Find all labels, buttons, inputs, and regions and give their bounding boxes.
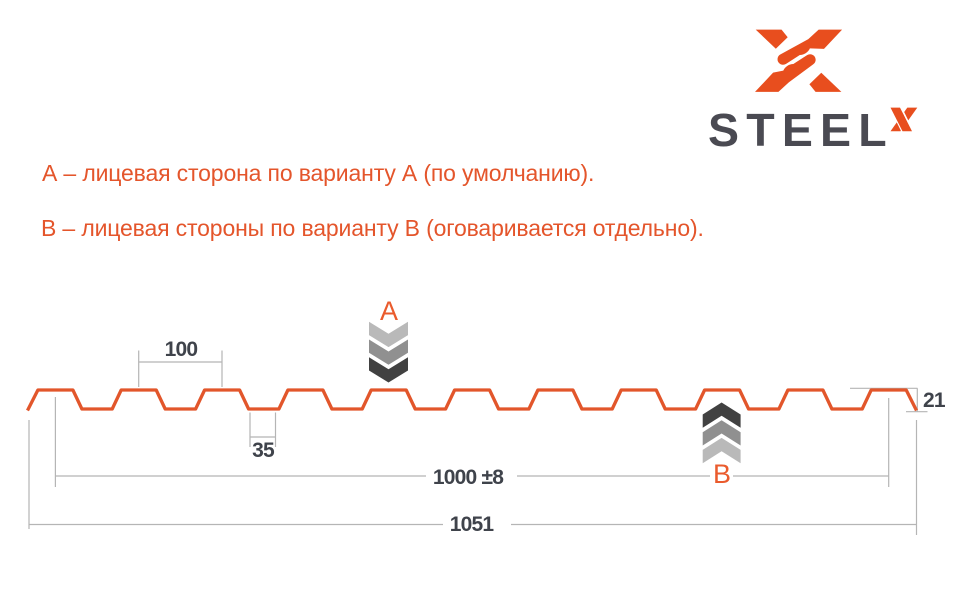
svg-text:В: В [713,459,731,489]
svg-text:35: 35 [252,439,275,462]
svg-text:100: 100 [165,338,198,361]
svg-text:А: А [380,296,398,326]
svg-text:1051: 1051 [450,513,495,536]
svg-text:1000 ±8: 1000 ±8 [433,466,504,489]
svg-text:21: 21 [923,389,946,412]
